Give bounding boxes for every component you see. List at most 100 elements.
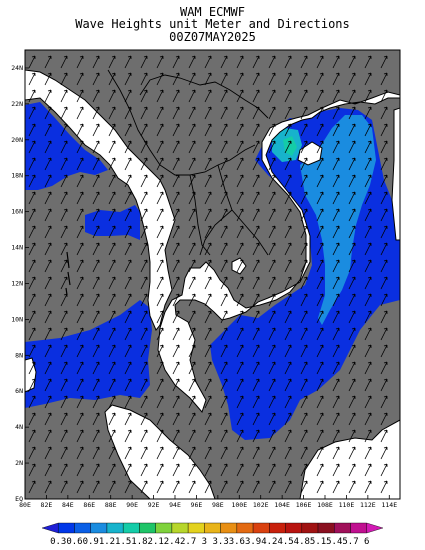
wave-zone-south-china-sea-core	[300, 115, 376, 325]
wave-arrow	[92, 225, 100, 239]
wave-arrow	[172, 89, 180, 103]
wave-arrow	[124, 208, 132, 222]
wave-arrow	[348, 174, 356, 188]
wave-arrow	[60, 225, 68, 239]
wave-arrow	[380, 225, 388, 239]
wave-arrow	[348, 310, 356, 324]
wave-arrow	[156, 344, 164, 358]
colorbar-swatch	[155, 522, 173, 534]
wave-arrow	[204, 293, 212, 307]
lat-tick-label: 24N	[11, 64, 23, 72]
lon-tick-label: 114E	[381, 501, 397, 509]
colorbar: 0.3 0.6 0.9 1.2 1.5 1.8 2.1 2.4 2.7 3 3.3 3.6 3.9 4.2…	[41, 522, 384, 547]
wave-arrow	[268, 276, 276, 290]
wave-arrow	[108, 412, 116, 426]
wave-arrow	[124, 157, 132, 171]
wave-arrow	[332, 55, 340, 69]
wave-arrow	[204, 89, 212, 103]
land-philippines	[391, 107, 400, 241]
wave-arrow	[204, 55, 212, 69]
wave-arrow	[380, 395, 388, 409]
wave-arrow	[284, 157, 292, 171]
wave-arrow	[252, 293, 260, 307]
wave-arrow	[252, 191, 260, 205]
wave-arrow	[92, 412, 100, 426]
wave-arrow	[252, 157, 260, 171]
wave-arrow	[60, 463, 68, 477]
lat-tick-label: 10N	[11, 315, 23, 323]
wave-arrow	[172, 157, 180, 171]
wave-arrow	[380, 429, 388, 443]
wave-arrow	[204, 191, 212, 205]
wave-arrow	[92, 140, 100, 154]
wave-arrow	[76, 242, 84, 256]
wave-arrow	[108, 344, 116, 358]
wave-arrow	[124, 480, 132, 494]
wave-arrow	[332, 140, 340, 154]
wave-arrow	[28, 89, 36, 103]
wave-arrow	[172, 327, 180, 341]
wave-arrow	[60, 174, 68, 188]
wave-arrow	[60, 123, 68, 137]
wave-arrow	[156, 225, 164, 239]
wave-arrow	[76, 446, 84, 460]
wave-arrow	[236, 140, 244, 154]
wave-arrow	[252, 55, 260, 69]
wave-arrow	[268, 344, 276, 358]
wave-arrow	[172, 55, 180, 69]
colorbar-label: 5.4	[326, 537, 342, 547]
wave-arrow	[140, 293, 148, 307]
wave-arrow	[332, 191, 340, 205]
wave-arrow	[44, 123, 52, 137]
wave-arrow	[172, 191, 180, 205]
wave-arrow	[124, 72, 132, 86]
wave-arrow	[28, 242, 36, 256]
wave-arrow	[28, 480, 36, 494]
wave-arrow	[108, 191, 116, 205]
wave-arrow	[172, 276, 180, 290]
lon-tick-label: 86E	[83, 501, 95, 509]
wave-arrow	[140, 157, 148, 171]
wave-arrow	[252, 361, 260, 375]
wave-arrow	[92, 208, 100, 222]
wave-arrow	[188, 378, 196, 392]
wave-arrow	[44, 429, 52, 443]
wave-arrow	[284, 259, 292, 273]
wave-arrow	[28, 259, 36, 273]
wave-arrow	[76, 327, 84, 341]
wave-zone-gulf-of-tonkin-peak	[283, 136, 297, 156]
lat-tick-label: 20N	[11, 136, 23, 144]
wave-arrow	[380, 140, 388, 154]
wave-arrow	[236, 191, 244, 205]
wave-arrow	[300, 276, 308, 290]
wave-arrow	[108, 174, 116, 188]
wave-arrow	[124, 361, 132, 375]
wave-arrow	[140, 259, 148, 273]
wave-arrow	[92, 480, 100, 494]
wave-arrow	[284, 191, 292, 205]
wave-arrow	[188, 344, 196, 358]
wave-arrow	[332, 242, 340, 256]
wave-arrow	[172, 225, 180, 239]
wave-arrow	[60, 310, 68, 324]
wave-arrow	[204, 463, 212, 477]
wave-arrow	[300, 293, 308, 307]
wave-arrow	[284, 361, 292, 375]
lat-tick-label: 2N	[15, 459, 23, 467]
wave-arrow	[332, 361, 340, 375]
wave-arrow	[28, 378, 36, 392]
wave-arrow	[364, 378, 372, 392]
wave-arrow	[108, 208, 116, 222]
wave-arrow	[220, 89, 228, 103]
wave-arrow	[236, 310, 244, 324]
wave-arrow	[252, 429, 260, 443]
colorbar-swatch	[301, 522, 319, 534]
wave-arrow	[316, 429, 324, 443]
wave-arrow	[188, 140, 196, 154]
wave-arrow	[60, 55, 68, 69]
wave-arrow	[236, 55, 244, 69]
colorbar-label: 3.9	[245, 537, 261, 547]
wave-arrow	[92, 123, 100, 137]
wave-arrow	[300, 344, 308, 358]
wave-arrow	[236, 276, 244, 290]
